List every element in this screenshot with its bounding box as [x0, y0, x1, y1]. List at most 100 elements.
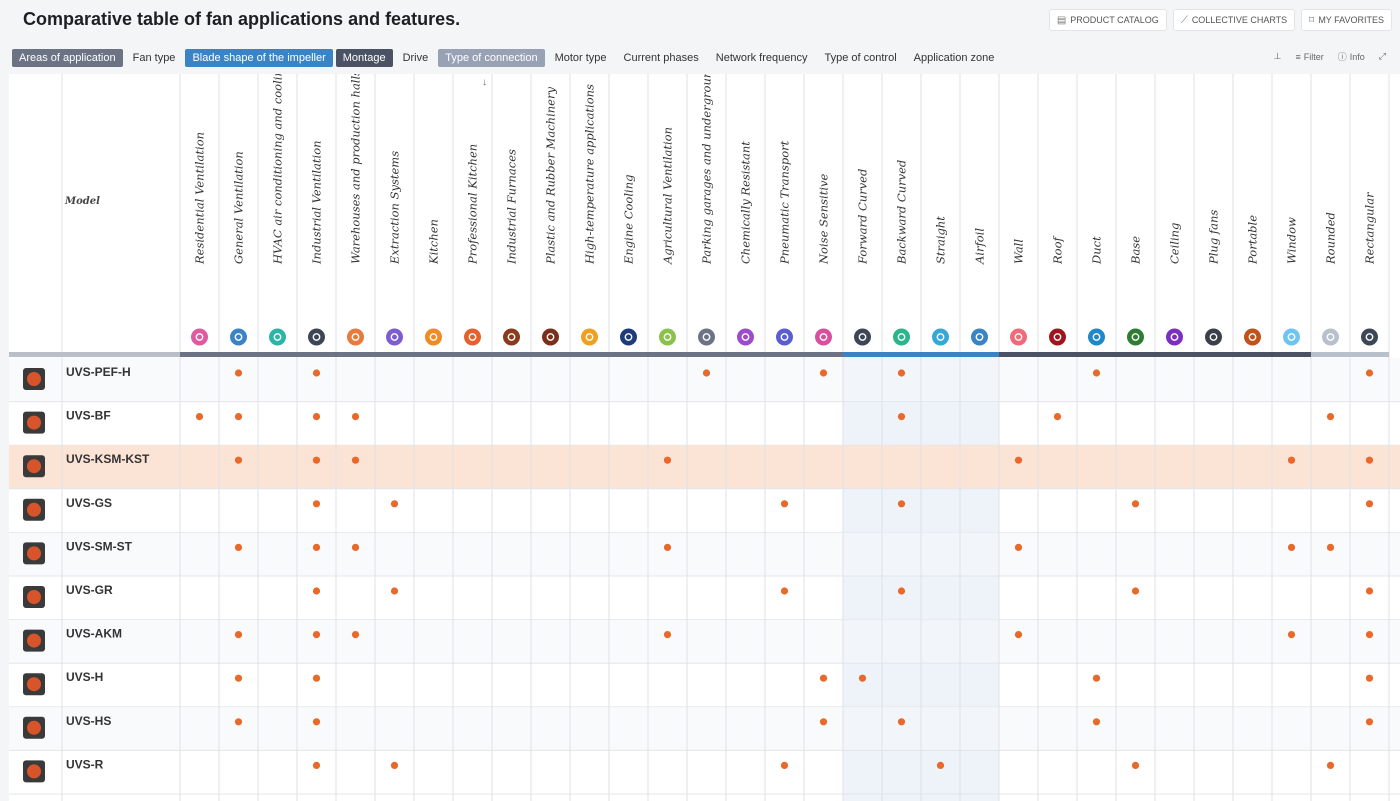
column-header-parking[interactable]: Parking garages and underground ventilat… [698, 74, 715, 346]
filter-chip-type-of-control[interactable]: Type of control [824, 52, 897, 64]
filter-chip-montage[interactable]: Montage [335, 49, 393, 67]
column-header-roof[interactable]: Roof [1049, 235, 1066, 346]
icon-glyph [390, 333, 399, 341]
column-label: Straight [934, 216, 948, 264]
column-header-airflow[interactable]: General Ventilation [230, 151, 247, 346]
column-label: Backward Curved [895, 160, 909, 265]
table-row[interactable]: UVS-AKM [9, 619, 1400, 664]
column-label: Portable [1246, 215, 1260, 265]
column-header-portable[interactable]: Portable [1244, 215, 1261, 346]
table-row[interactable]: UVS-BF [9, 409, 1400, 446]
filter-chip-areas-of-application[interactable]: Areas of application [12, 49, 123, 67]
column-header-airfoil[interactable]: Airfoil [971, 228, 988, 346]
column-header-straight[interactable]: Straight [932, 216, 949, 346]
column-header-backward-curve[interactable]: Backward Curved [893, 160, 910, 346]
column-header-extraction[interactable]: Extraction Systems [386, 151, 403, 346]
column-header-factory[interactable]: Industrial Ventilation [308, 140, 325, 346]
model-name[interactable]: UVS-GS [66, 496, 112, 510]
icon-disc [230, 328, 247, 346]
model-name[interactable]: UVS-BF [66, 409, 111, 423]
model-name[interactable]: UVS-PEF-H [66, 365, 131, 379]
column-header-rectangular[interactable]: Rectangular [1361, 191, 1378, 346]
info-button[interactable]: ⓘ Info [1338, 50, 1365, 63]
column-header-base[interactable]: Base [1127, 236, 1144, 346]
column-header-warehouse[interactable]: Warehouses and production halls [347, 74, 364, 346]
filter-chip-application-zone[interactable]: Application zone [913, 52, 995, 64]
column-header-plug[interactable]: Plug fans [1205, 210, 1222, 346]
table-row[interactable]: UVS-SM-ST [9, 532, 1400, 577]
model-name[interactable]: UVS-R [66, 757, 104, 771]
column-header-wall[interactable]: Wall [1010, 239, 1027, 346]
icon-glyph [858, 333, 867, 341]
model-thumbnail [23, 455, 45, 478]
catalog-icon: ▤ [1056, 14, 1067, 26]
column-header-chef[interactable]: Professional Kitchen [464, 144, 481, 346]
filter-button[interactable]: ≡ Filter [1296, 52, 1324, 62]
table-row[interactable]: UVS-GS [9, 496, 1400, 533]
column-header-duct[interactable]: Duct [1088, 236, 1105, 346]
table-row[interactable]: UVS-GR [9, 583, 1400, 621]
table-row[interactable]: UVS-PEF-H [9, 358, 1400, 403]
column-header-mute[interactable]: Noise Sensitive [815, 174, 832, 346]
tractor-icon [659, 328, 676, 346]
column-header-rounded[interactable]: Rounded [1322, 212, 1339, 346]
filter-chip-blade-shape-of-the-impeller[interactable]: Blade shape of the impeller [185, 49, 333, 67]
model-name[interactable]: UVS-H [66, 670, 103, 684]
icon-disc [269, 328, 286, 346]
group-bar [219, 352, 258, 357]
model-name[interactable]: UVS-HS [66, 714, 111, 728]
model-name[interactable]: UVS-KSM-KST [66, 452, 150, 466]
table-row[interactable]: UVS-HS [9, 706, 1400, 751]
feature-dot [897, 369, 906, 377]
column-label: Extraction Systems [388, 151, 402, 265]
column-header-snowflake[interactable]: HVAC air conditioning and cooling [269, 74, 286, 346]
filter-chip-current-phases[interactable]: Current phases [623, 52, 699, 64]
expand-icon[interactable]: ⤢ [1378, 51, 1386, 61]
column-header-ceiling[interactable]: Ceiling [1166, 223, 1183, 346]
group-bar [531, 352, 570, 357]
column-header-machine[interactable]: Plastic and Rubber Machinery [542, 87, 559, 346]
filter-chip-type-of-connection[interactable]: Type of connection [438, 49, 545, 67]
filter-chip-drive[interactable]: Drive [402, 52, 429, 64]
group-bar [843, 352, 882, 357]
feature-dot [1131, 761, 1140, 770]
column-header-flask[interactable]: Chemically Resistant [737, 141, 754, 346]
column-header-forward-curve[interactable]: Forward Curved [854, 169, 871, 346]
filter-chip-network-frequency[interactable]: Network frequency [715, 52, 808, 64]
column-header-fan[interactable]: Engine Cooling [620, 175, 637, 346]
column-label: Airfoil [973, 228, 987, 265]
icon-disc [1361, 328, 1378, 346]
group-bar [336, 352, 375, 357]
feature-dot [1092, 674, 1101, 682]
row-band [9, 706, 1400, 751]
pin-icon[interactable]: ⊥ [1273, 51, 1282, 61]
column-header-cutlery[interactable]: Kitchen [425, 219, 442, 346]
icon-disc [1127, 328, 1144, 346]
product-catalog-button[interactable]: ▤ PRODUCT CATALOG [1048, 9, 1167, 31]
filter-chip-motor-type[interactable]: Motor type [554, 52, 607, 64]
column-header-home[interactable]: Residential Ventilation [191, 132, 208, 346]
filter-chip-fan-type[interactable]: Fan type [132, 52, 176, 64]
feature-dot [351, 413, 360, 421]
column-header-window[interactable]: Window [1283, 217, 1300, 346]
model-name[interactable]: UVS-AKM [66, 627, 122, 641]
plug-icon [1205, 328, 1222, 346]
column-header-tractor[interactable]: Agricultural Ventilation [659, 127, 676, 346]
table-row[interactable]: UVS-KSM-KST [9, 445, 1400, 490]
model-name[interactable]: UVS-GR [66, 583, 113, 597]
model-name[interactable]: UVS-SM-ST [66, 539, 133, 553]
column-label: General Ventilation [232, 151, 246, 264]
column-header-thermometer[interactable]: High-temperature applications [581, 84, 598, 346]
collective-charts-button[interactable]: ⟋ COLLECTIVE CHARTS [1172, 9, 1296, 31]
table-row[interactable]: UVS-R [9, 757, 1400, 795]
arrow-down-icon[interactable]: ↓ [482, 77, 487, 88]
column-label: Rounded [1324, 212, 1338, 265]
table-row[interactable]: UVS-H [9, 670, 1400, 708]
my-favorites-button[interactable]: ⌑ MY FAVORITES [1301, 9, 1392, 31]
transport-icon [776, 328, 793, 346]
feature-dot [1092, 369, 1101, 377]
model-header[interactable]: Model [64, 196, 100, 207]
column-header-flame[interactable]: Industrial Furnaces [503, 149, 520, 346]
thermometer-icon [581, 328, 598, 346]
column-header-transport[interactable]: Pneumatic Transport [776, 140, 793, 346]
